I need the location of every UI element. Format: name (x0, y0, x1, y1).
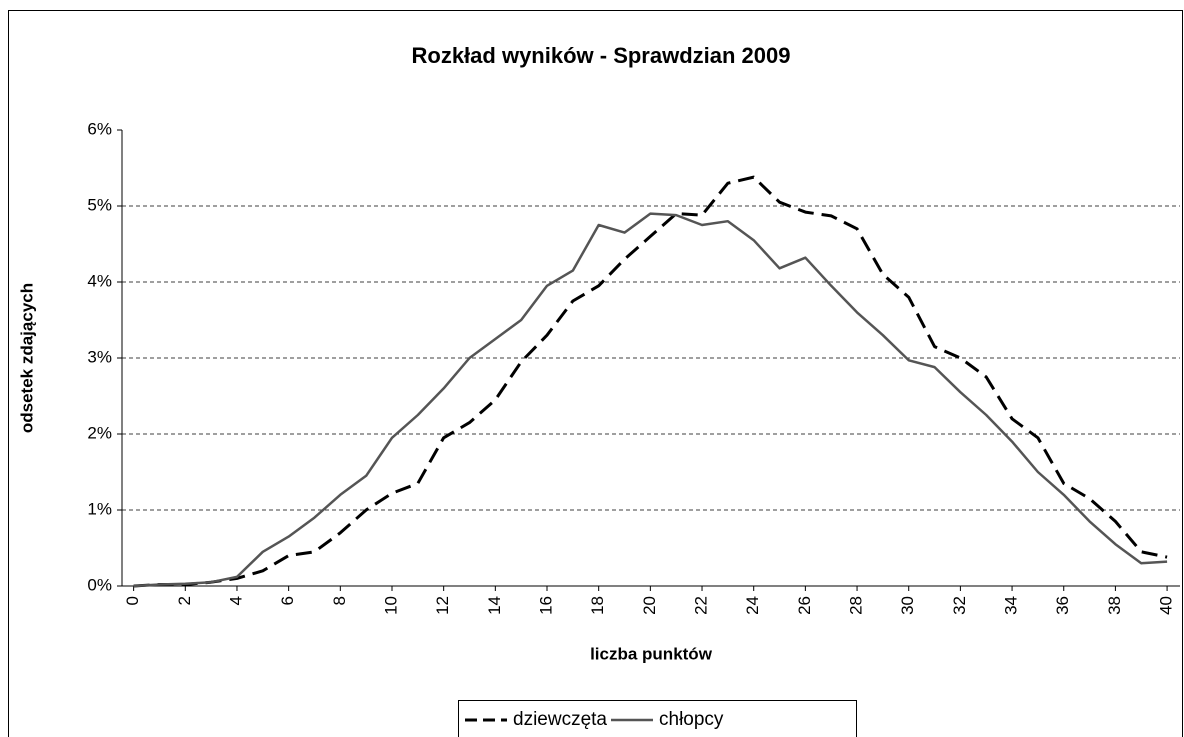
y-axis-title: odsetek zdających (17, 283, 36, 433)
x-tick-label: 30 (898, 596, 917, 615)
x-tick-label: 8 (330, 596, 349, 605)
x-tick-label: 36 (1053, 596, 1072, 615)
x-tick-label: 34 (1002, 596, 1021, 615)
series-line (133, 212, 1168, 588)
x-tick-label: 4 (226, 596, 245, 605)
x-tick-label: 10 (381, 596, 400, 615)
x-tick-label: 0 (123, 596, 142, 605)
y-tick-label: 0% (87, 575, 112, 594)
legend-box (458, 700, 857, 737)
x-tick-label: 28 (847, 596, 866, 615)
chart-title: Rozkład wyników - Sprawdzian 2009 (412, 43, 791, 68)
series-line (133, 175, 1168, 588)
x-tick-label: 22 (692, 596, 711, 615)
x-tick-label: 32 (950, 596, 969, 615)
x-tick-label: 18 (588, 596, 607, 615)
x-tick-label: 20 (640, 596, 659, 615)
y-tick-label: 1% (87, 499, 112, 518)
x-tick-label: 24 (743, 596, 762, 615)
x-tick-label: 12 (433, 596, 452, 615)
y-tick-label: 4% (87, 271, 112, 290)
x-tick-label: 40 (1157, 596, 1176, 615)
x-tick-label: 2 (175, 596, 194, 605)
x-tick-label: 26 (795, 596, 814, 615)
x-tick-label: 16 (536, 596, 555, 615)
y-tick-label: 5% (87, 195, 112, 214)
x-tick-label: 6 (278, 596, 297, 605)
y-tick-label: 2% (87, 423, 112, 442)
x-tick-label: 38 (1105, 596, 1124, 615)
legend-label: dziewczęta (513, 709, 607, 730)
x-tick-label: 14 (485, 596, 504, 615)
x-axis-title: liczba punktów (590, 644, 713, 663)
legend-label: chłopcy (659, 709, 724, 730)
y-tick-label: 3% (87, 347, 112, 366)
chart-border (8, 10, 1183, 737)
y-tick-label: 6% (87, 119, 112, 138)
